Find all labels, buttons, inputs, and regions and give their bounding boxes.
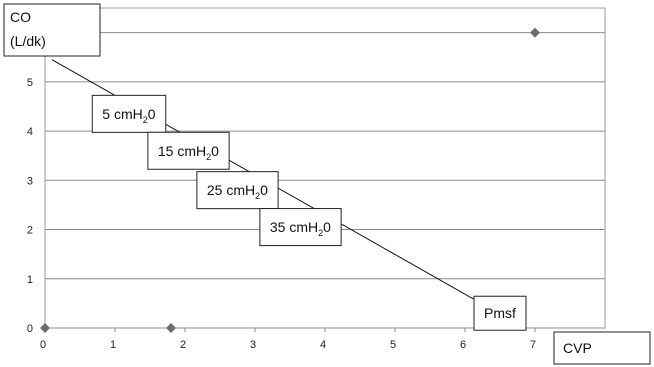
data-point-diamond [530,27,540,38]
x-axis-label: CVP [563,340,592,356]
y-axis-label-box: CO (L/dk) [3,3,101,57]
annotation-frame [196,171,279,210]
y-tick-label: 3 [27,175,33,187]
annotation-label: 35 cmH20 [270,219,331,238]
y-tick-label: 1 [27,274,33,286]
annotation-frame [147,131,230,170]
annotation-box: 35 cmH20 [259,208,342,247]
x-tick-label: 7 [530,339,536,351]
y-axis-label-frame [3,3,101,57]
annotation-box: 25 cmH20 [196,171,279,210]
annotation-box: Pmsf [473,295,527,331]
x-tick-label: 3 [250,339,256,351]
x-tick-label: 4 [320,339,326,351]
x-axis-label-frame [553,331,651,365]
annotation-frame [91,94,167,133]
annotation-label: 15 cmH20 [158,143,219,162]
y-axis-label-line1: CO [10,9,31,25]
y-axis-label-line2: (L/dk) [10,33,46,49]
annotation-label: Pmsf [484,305,516,321]
x-tick-label: 6 [460,339,466,351]
annotation-box: 5 cmH20 [91,94,167,133]
data-point-diamond [166,323,176,333]
y-tick-label: 4 [27,126,33,138]
x-tick-label: 5 [390,339,396,351]
data-points [40,27,540,333]
annotation-label: 25 cmH20 [207,182,268,201]
y-tick-label: 5 [27,77,33,89]
x-axis-label-box: CVP [553,331,651,365]
x-tick-label: 0 [40,339,46,351]
x-tick-label: 2 [180,339,186,351]
y-tick-label: 0 [27,323,33,335]
annotation-frame [259,208,342,247]
data-point-diamond [40,323,50,333]
annotation-label: 5 cmH20 [102,106,155,125]
annotation-frame [473,295,527,331]
y-tick-label: 2 [27,225,33,237]
x-tick-label: 1 [110,339,116,351]
annotation-box: 15 cmH20 [147,131,230,170]
